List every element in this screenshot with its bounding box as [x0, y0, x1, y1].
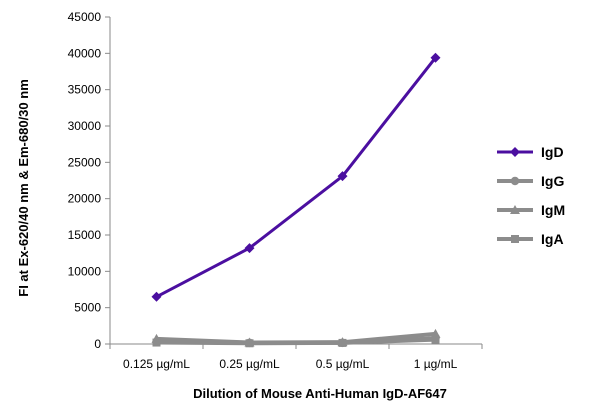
- data-point-igd: [244, 243, 255, 254]
- legend-label: IgM: [541, 202, 565, 218]
- y-tick-label: 40000: [68, 46, 102, 60]
- series-line-igd: [155, 56, 437, 299]
- data-point-igg: [431, 333, 440, 343]
- y-tick-label: 0: [94, 337, 101, 351]
- y-tick-label: 15000: [68, 228, 102, 242]
- legend-label: IgD: [541, 144, 564, 160]
- series-line-igg: [156, 336, 436, 345]
- data-point-igg: [245, 338, 254, 348]
- legend-marker-triangle: [510, 205, 520, 214]
- data-point-igd: [430, 52, 441, 63]
- legend-item-iga: IgA: [497, 231, 564, 247]
- legend-item-igm: IgM: [497, 202, 565, 218]
- y-axis-title: FI at Ex-620/40 nm & Em-680/30 nm: [16, 79, 31, 296]
- y-tick-label: 5000: [74, 301, 101, 315]
- data-point-igg: [152, 337, 161, 347]
- legend-item-igd: IgD: [497, 144, 564, 160]
- x-tick-label: 1 µg/mL: [414, 357, 458, 371]
- x-tick-label: 0.25 µg/mL: [219, 357, 280, 371]
- series-layer: [151, 52, 441, 348]
- y-axis-ticks: 0 5000 10000 15000 20000 25000 30000 35000 40000…: [68, 10, 110, 351]
- legend-label: IgG: [541, 173, 564, 189]
- x-axis-ticks: 0.125 µg/mL 0.25 µg/mL 0.5 µg/mL 1 µg/mL: [109, 344, 483, 371]
- x-axis-title: Dilution of Mouse Anti-Human IgD-AF647: [193, 386, 447, 401]
- legend-marker-diamond: [510, 147, 520, 157]
- legend-label: IgA: [541, 231, 564, 247]
- data-point-igg: [338, 338, 347, 348]
- y-tick-label: 45000: [68, 10, 102, 24]
- data-point-igd: [337, 171, 348, 182]
- y-tick-label: 25000: [68, 155, 102, 169]
- legend-item-igg: IgG: [497, 173, 564, 189]
- y-tick-label: 10000: [68, 264, 102, 278]
- x-tick-label: 0.5 µg/mL: [316, 357, 370, 371]
- data-point-igd: [151, 291, 162, 302]
- y-tick-label: 35000: [68, 83, 102, 97]
- x-tick-label: 0.125 µg/mL: [123, 357, 190, 371]
- y-tick-label: 30000: [68, 119, 102, 133]
- legend: IgD IgG IgM IgA: [497, 144, 565, 247]
- legend-marker-circle: [510, 176, 520, 186]
- axes: [109, 17, 482, 345]
- series-igg: [152, 333, 440, 348]
- y-tick-label: 20000: [68, 192, 102, 206]
- series-igd: [151, 52, 441, 302]
- legend-marker-square: [511, 235, 519, 243]
